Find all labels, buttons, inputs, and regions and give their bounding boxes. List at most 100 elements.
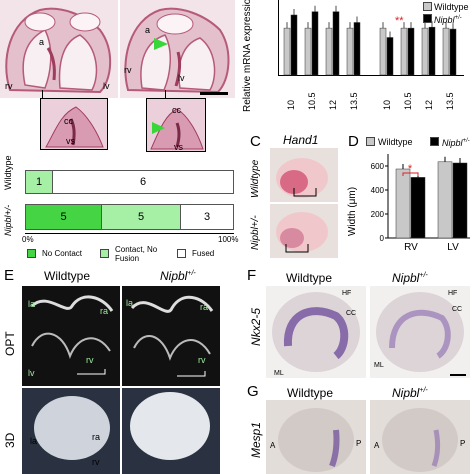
panelG-title-wildtype: Wildtype [287, 386, 334, 400]
scale-bar [450, 374, 466, 376]
panelF-title-wildtype: Wildtype [286, 271, 333, 285]
label-vs: vs [66, 136, 75, 146]
panelD-ylabel: Width (μm) [347, 186, 358, 236]
panelE-row-3d: 3D [3, 432, 17, 448]
panel-letter-d: D [348, 133, 359, 150]
stack-row-label-wildtype: Wildtype [3, 155, 13, 190]
label-p: P [356, 439, 362, 448]
bar-wildtype [304, 27, 312, 76]
panelE-title-wildtype: Wildtype [44, 269, 91, 283]
panelG-title-mutant: Nipbl+/- [392, 386, 428, 400]
significance-bracket [402, 172, 419, 176]
legend-mutant: Nipbl+/- [442, 138, 470, 148]
label-ml: ML [374, 362, 384, 369]
label-rv: rv [124, 65, 132, 75]
label-lv: lv [103, 81, 110, 91]
legend-swatch-wildtype [366, 137, 375, 146]
panel-letter-c: C [250, 133, 261, 150]
panelF-title-mutant: Nipbl+/- [392, 271, 428, 285]
xtick-label: 10 [382, 99, 392, 110]
panelC-row-wildtype: Wildtype [250, 159, 261, 198]
panelB-axis [278, 0, 279, 76]
bar-mutant [332, 11, 340, 76]
panelB-ylabel: Relative mRNA expression [242, 0, 253, 112]
y-tick-label: 600 [371, 162, 385, 171]
panelB-baseline [278, 75, 464, 76]
mesp1-image-wildtype [266, 400, 366, 474]
label-rv: rv [198, 355, 206, 365]
legend-swatch-wildtype [423, 2, 432, 11]
bar-wildtype [421, 27, 429, 76]
panelE-title-mutant: Nipbl+/- [160, 269, 196, 283]
inset-connector [165, 90, 166, 98]
legend-swatch-fused [177, 249, 186, 258]
bar-mutant [290, 14, 298, 76]
bar-wildtype [395, 168, 411, 239]
label-la: la [126, 298, 134, 308]
bar-wildtype [400, 27, 408, 76]
panelE-row-opt: OPT [3, 331, 17, 356]
label-rv: rv [5, 81, 13, 91]
panelG-gene: Mesp1 [249, 421, 263, 458]
tick-100: 100% [218, 235, 239, 244]
bar-wildtype [346, 27, 354, 76]
label-vs: vs [174, 142, 183, 152]
legend-wildtype: Wildtype [378, 137, 413, 147]
bar-wildtype [379, 27, 387, 76]
segment-no-contact: 1 [25, 170, 53, 194]
bar-wildtype [437, 161, 453, 239]
tick-0: 0% [22, 235, 34, 244]
label-cc: cc [172, 105, 181, 115]
label-rv: rv [92, 457, 100, 467]
green-arrowhead-icon [152, 122, 165, 134]
label-cc: CC [452, 306, 463, 313]
bar-mutant [407, 27, 415, 76]
label-lv: lv [178, 73, 185, 83]
segment-fused: 3 [180, 204, 234, 230]
stack-axis [25, 233, 234, 234]
segment-fused: 6 [52, 170, 234, 194]
category-label: RV [404, 242, 418, 253]
xtick-label: 13.5 [445, 92, 455, 110]
bar-mutant [311, 11, 319, 76]
mesp1-image-mutant [370, 400, 470, 474]
label-ra: ra [92, 432, 101, 442]
label-lv: lv [28, 368, 35, 378]
bar-wildtype [283, 27, 291, 76]
panel-letter-e: E [4, 267, 15, 284]
label-hf: HF [342, 290, 352, 297]
histology-inset-wildtype [40, 98, 108, 150]
bar-mutant [353, 22, 361, 76]
significance-asterisk: * [408, 163, 413, 175]
histology-inset-mutant [146, 98, 206, 152]
y-tick-label: 400 [371, 186, 385, 195]
label-a: A [270, 441, 276, 450]
label-cc: cc [64, 116, 73, 126]
hand1-image-mutant [270, 204, 338, 258]
segment-no-contact: 5 [25, 204, 102, 230]
panelD-chart: 0 200 400 600 RV LV * [371, 154, 470, 253]
3d-image-wildtype [22, 388, 120, 474]
nkx25-image-wildtype [266, 286, 366, 378]
scale-bar [200, 92, 228, 95]
legend-swatch-mutant [423, 14, 432, 23]
legend-swatch-mutant [430, 137, 439, 146]
inset-connector [42, 90, 43, 98]
legend-label: Contact, No Fusion [115, 245, 158, 263]
label-p: P [460, 439, 466, 448]
xtick-label: 12 [328, 99, 338, 110]
label-ra: ra [100, 306, 109, 316]
segment-contact-no-fusion: 5 [101, 204, 181, 230]
label-a: a [39, 37, 45, 47]
opt-image-mutant [122, 286, 220, 386]
bar-wildtype [442, 27, 450, 76]
label-rv: rv [86, 355, 94, 365]
legend-wildtype: Wildtype [434, 2, 469, 12]
xtick-label: 12 [424, 99, 434, 110]
panel-letter-f: F [247, 267, 257, 284]
legend-swatch-contact [100, 249, 109, 258]
label-a: a [145, 25, 151, 35]
panelF-gene: Nkx2-5 [249, 307, 263, 346]
legend-label: No Contact [42, 249, 83, 258]
category-label: LV [447, 242, 459, 253]
